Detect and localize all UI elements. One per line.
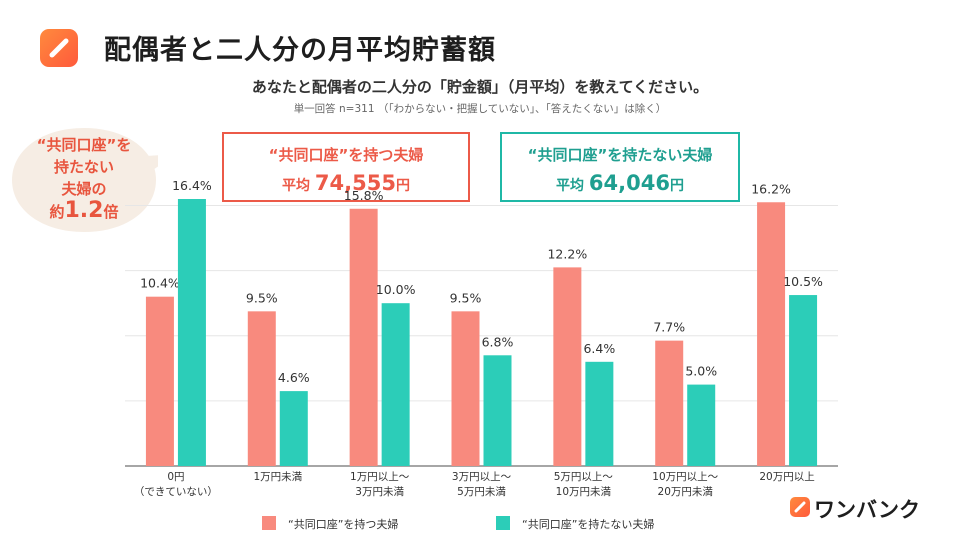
data-label-with-4: 12.2% (547, 246, 587, 261)
question-text: あなたと配偶者の二人分の「貯金額」（月平均）を教えてください。 (251, 78, 709, 96)
legend-swatch-without (496, 516, 510, 530)
data-label-with-1: 9.5% (246, 290, 278, 305)
bar-without-3 (483, 355, 512, 466)
callout-text: “共同口座”を 持たない 夫婦の 約1.2倍 (10, 134, 158, 223)
data-label-without-2: 10.0% (376, 282, 416, 297)
category-label-3-0: 3万円以上～ (452, 471, 512, 483)
callout-suffix: 倍 (103, 203, 119, 221)
callout-bubble (12, 128, 158, 232)
callout-value: 1.2 (64, 198, 104, 223)
data-label-with-3: 9.5% (450, 290, 482, 305)
bar-without-4 (585, 361, 614, 466)
bar-without-0 (177, 199, 206, 466)
data-label-without-6: 10.5% (783, 274, 823, 289)
category-label-2-1: 3万円未満 (355, 486, 404, 498)
category-label-5-1: 20万円未満 (658, 486, 714, 498)
data-label-without-1: 4.6% (278, 370, 310, 385)
data-label-with-5: 7.7% (653, 320, 685, 335)
data-label-without-3: 6.8% (482, 334, 514, 349)
data-label-with-6: 16.2% (751, 181, 791, 196)
brand-logo (790, 497, 810, 517)
bar-with-1 (247, 311, 276, 466)
summary-box-with: “共同口座”を持つ夫婦 平均 74,555円 (222, 132, 470, 202)
bar-with-0 (145, 296, 174, 466)
sample-note: 単一回答 n=311 （「わからない・把握していない」、「答えたくない」は除く） (293, 103, 667, 115)
legend-swatch-with (262, 516, 276, 530)
data-label-without-0: 16.4% (172, 178, 212, 193)
summary-without-prefix: 平均 (556, 178, 585, 194)
category-label-6-0: 20万円以上 (759, 471, 814, 483)
category-label-3-1: 5万円未満 (457, 486, 506, 498)
bar-with-5 (655, 340, 684, 466)
summary-with-average: 平均 74,555円 (224, 171, 468, 195)
pencil-icon (49, 38, 69, 58)
callout-prefix: 約 (49, 203, 65, 221)
callout-ratio: 約1.2倍 (10, 200, 158, 223)
summary-without-value: 64,046 (588, 171, 670, 195)
category-label-0-0: 0円 (167, 471, 184, 483)
category-label-4-1: 10万円未満 (556, 486, 612, 498)
summary-with-prefix: 平均 (282, 178, 311, 194)
brand-name: ワンバンク (814, 498, 921, 522)
bar-with-4 (553, 267, 582, 466)
category-label-5-0: 10万円以上～ (652, 471, 718, 483)
bar-with-3 (451, 311, 480, 466)
bar-with-6 (757, 202, 786, 466)
page-title: 配偶者と二人分の月平均貯蓄額 (104, 35, 496, 66)
summary-without-unit: 円 (669, 178, 684, 194)
bar-without-6 (789, 295, 818, 466)
category-label-2-0: 1万円以上～ (350, 471, 410, 483)
bar-without-2 (381, 303, 410, 466)
category-label-0-1: （できていない） (134, 486, 218, 498)
callout-line1: “共同口座”を (36, 136, 132, 154)
legend-label-with: “共同口座”を持つ夫婦 (288, 518, 399, 531)
pencil-icon (794, 501, 806, 513)
summary-with-label: “共同口座”を持つ夫婦 (268, 146, 424, 164)
bar-with-2 (349, 208, 378, 466)
data-label-without-4: 6.4% (583, 341, 615, 356)
bar-without-1 (279, 391, 308, 466)
callout-line2: 持たない (53, 158, 114, 176)
summary-box-without: “共同口座”を持たない夫婦 平均 64,046円 (500, 132, 740, 202)
data-label-without-5: 5.0% (685, 364, 717, 379)
legend-label-without: “共同口座”を持たない夫婦 (522, 518, 655, 531)
data-label-with-0: 10.4% (140, 276, 180, 291)
summary-without-average: 平均 64,046円 (502, 171, 738, 195)
logo-badge (40, 29, 78, 67)
callout-line3: 夫婦の (61, 180, 107, 198)
category-label-4-0: 5万円以上～ (554, 471, 614, 483)
summary-with-unit: 円 (395, 178, 410, 194)
category-label-1-0: 1万円未満 (253, 471, 302, 483)
summary-with-value: 74,555 (314, 171, 396, 195)
summary-without-label: “共同口座”を持たない夫婦 (527, 146, 713, 164)
bar-without-5 (687, 384, 716, 466)
